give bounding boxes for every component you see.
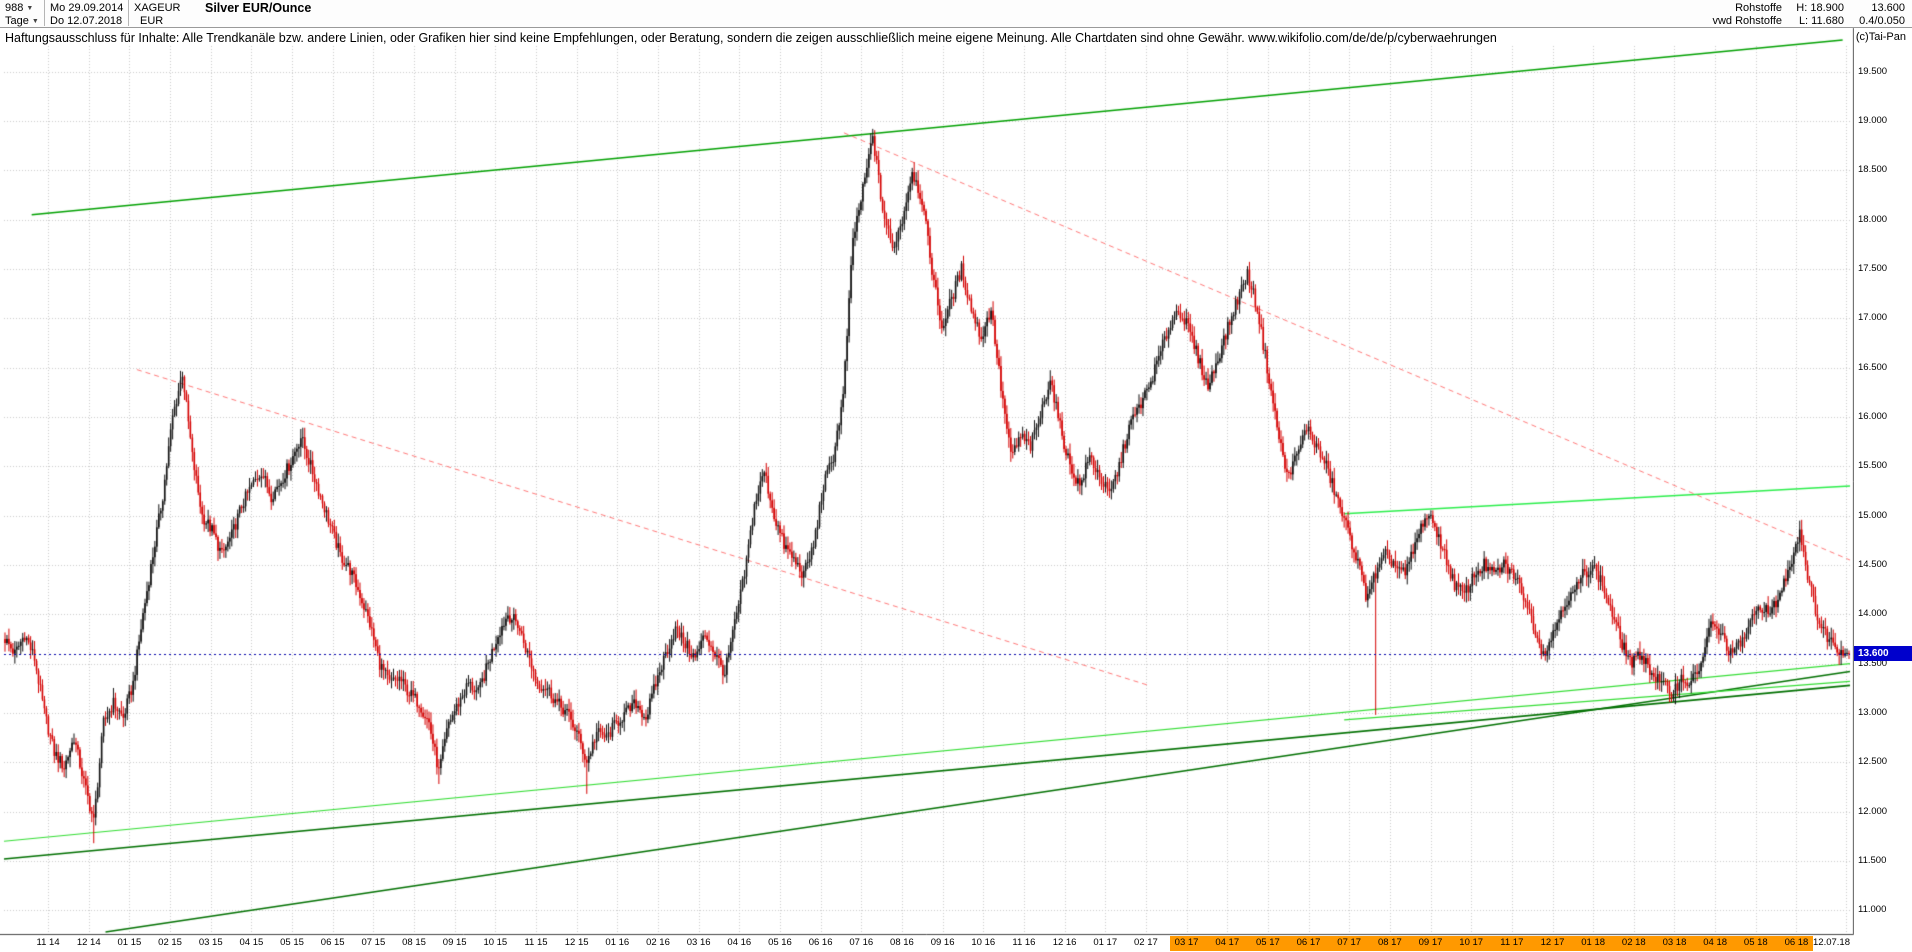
header-separator xyxy=(128,0,129,26)
x-axis-label: 09 17 xyxy=(1418,937,1443,948)
x-axis-label: 03 17 xyxy=(1174,937,1199,948)
x-axis-end-label: 12.07.18 xyxy=(1813,937,1850,948)
x-axis-label: 06 17 xyxy=(1296,937,1321,948)
period-value: Tage xyxy=(5,15,29,27)
x-axis-label: 06 15 xyxy=(320,937,345,948)
x-axis-label: 02 18 xyxy=(1621,937,1646,948)
highlight-band xyxy=(1169,936,1814,951)
y-axis-label: 11.000 xyxy=(1858,904,1887,916)
x-axis-label: 01 17 xyxy=(1093,937,1118,948)
current-price-badge: 13.600 xyxy=(1854,645,1912,661)
x-axis-label: 03 18 xyxy=(1662,937,1687,948)
symbol-label: XAGEUR xyxy=(134,2,181,14)
y-axis-label: 13.000 xyxy=(1858,706,1888,718)
x-axis-label: 02 17 xyxy=(1134,937,1158,948)
x-axis-label: 05 17 xyxy=(1255,937,1280,948)
x-axis-label: 09 16 xyxy=(930,937,955,948)
x-axis-label: 03 15 xyxy=(198,937,223,948)
x-axis-label: 11 14 xyxy=(36,937,60,948)
y-axis-label: 15.500 xyxy=(1858,460,1888,472)
chevron-down-icon: ▼ xyxy=(31,18,39,25)
y-axis-label: 14.000 xyxy=(1858,608,1888,620)
toolbar: 988 ▼ Tage ▼ Mo 29.09.2014 Do 12.07.2018 X… xyxy=(0,0,1912,28)
x-axis-label: 08 16 xyxy=(890,937,914,948)
y-axis-label: 14.500 xyxy=(1858,558,1888,570)
x-axis-label: 12 16 xyxy=(1052,937,1077,948)
start-date[interactable]: Mo 29.09.2014 xyxy=(50,2,124,14)
x-axis-label: 07 16 xyxy=(849,937,874,948)
last-price-header: 13.600 xyxy=(1871,2,1905,14)
y-axis-label: 17.500 xyxy=(1858,262,1888,274)
x-axis-label: 05 16 xyxy=(768,937,792,948)
y-axis-label: 12.000 xyxy=(1858,805,1888,817)
end-date[interactable]: Do 12.07.2018 xyxy=(50,15,123,27)
y-axis-label: 17.000 xyxy=(1858,312,1888,324)
y-axis-label: 18.500 xyxy=(1858,164,1888,176)
x-axis-label: 02 15 xyxy=(158,937,182,948)
disclaimer-text: Haftungsausschluss für Inhalte: Alle Tre… xyxy=(5,31,1497,45)
chevron-down-icon: ▼ xyxy=(26,5,34,12)
x-axis-label: 08 17 xyxy=(1377,937,1402,948)
x-axis-label: 09 15 xyxy=(442,937,467,948)
x-axis-label: 01 18 xyxy=(1581,937,1606,948)
x-axis-label: 04 17 xyxy=(1215,937,1240,948)
header-separator xyxy=(44,0,45,26)
x-axis-label: 10 15 xyxy=(483,937,508,948)
bars-count-value: 988 xyxy=(5,2,24,14)
feed-label: vwd Rohstoffe xyxy=(1712,15,1782,27)
x-axis-label: 12 14 xyxy=(76,937,101,948)
x-axis-label: 12 15 xyxy=(564,937,589,948)
x-axis-label: 10 17 xyxy=(1459,937,1484,948)
x-axis-label: 10 16 xyxy=(971,937,996,948)
price-change-label: 0.4/0.050 xyxy=(1859,15,1905,27)
y-axis-label: 11.500 xyxy=(1858,854,1887,866)
x-axis-label: 05 15 xyxy=(280,937,304,948)
price-axis: 13.600 19.500 19.000 18.500 18.000 17.500 17.… xyxy=(1854,0,1912,952)
x-axis-label: 11 16 xyxy=(1012,937,1036,948)
chart-title: Silver EUR/Ounce xyxy=(205,1,312,15)
y-axis-label: 15.000 xyxy=(1858,509,1888,521)
x-axis-label: 07 15 xyxy=(361,937,386,948)
x-axis-label: 06 18 xyxy=(1784,937,1809,948)
x-axis-label: 01 16 xyxy=(605,937,630,948)
x-axis-label: 04 18 xyxy=(1703,937,1728,948)
x-axis-label: 04 15 xyxy=(239,937,264,948)
y-axis-label: 18.000 xyxy=(1858,213,1888,225)
x-axis-label: 03 16 xyxy=(686,937,711,948)
x-axis-label: 04 16 xyxy=(727,937,752,948)
y-axis-label: 19.500 xyxy=(1858,65,1888,77)
x-axis-label: 05 18 xyxy=(1743,937,1768,948)
currency-label: EUR xyxy=(140,15,164,27)
group-label: Rohstoffe xyxy=(1735,2,1782,14)
y-axis-label: 16.000 xyxy=(1858,410,1888,422)
y-axis-label: 12.500 xyxy=(1858,756,1888,768)
period-dropdown[interactable]: Tage ▼ xyxy=(5,15,39,28)
x-axis-label: 06 16 xyxy=(808,937,833,948)
x-axis-label: 01 15 xyxy=(117,937,142,948)
date-axis: 11 14 12 14 01 15 02 15 03 15 04 15 05 15 06 15… xyxy=(0,936,1854,952)
y-axis-label: 19.000 xyxy=(1858,114,1888,126)
copyright-label: (c)Tai-Pan xyxy=(1855,31,1906,43)
bars-count-dropdown[interactable]: 988 ▼ xyxy=(5,2,33,15)
y-axis-label: 16.500 xyxy=(1858,361,1888,373)
y-axis-label: 13.500 xyxy=(1858,657,1888,669)
x-axis-label: 11 17 xyxy=(1500,937,1524,948)
x-axis-label: 08 15 xyxy=(402,937,426,948)
x-axis-label: 12 17 xyxy=(1540,937,1565,948)
x-axis-label: 11 15 xyxy=(524,937,548,948)
x-axis-label: 02 16 xyxy=(646,937,670,948)
period-low-label: L: 11.680 xyxy=(1798,15,1844,27)
period-high-label: H: 18.900 xyxy=(1796,2,1844,14)
x-axis-label: 07 17 xyxy=(1337,937,1362,948)
